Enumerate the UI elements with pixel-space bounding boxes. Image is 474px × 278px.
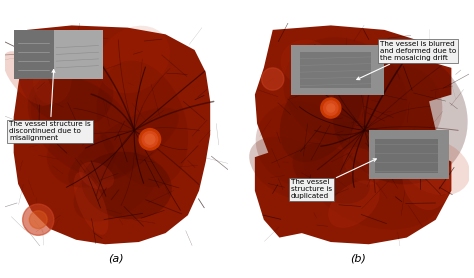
Bar [291, 46, 384, 95]
Ellipse shape [28, 75, 140, 180]
Ellipse shape [402, 147, 450, 210]
Ellipse shape [68, 107, 179, 188]
Ellipse shape [97, 61, 188, 187]
Ellipse shape [255, 101, 348, 187]
Ellipse shape [3, 51, 53, 106]
Circle shape [23, 204, 54, 235]
Ellipse shape [281, 39, 333, 86]
Ellipse shape [280, 62, 364, 162]
Ellipse shape [82, 152, 172, 219]
Ellipse shape [73, 152, 158, 221]
Ellipse shape [328, 180, 380, 228]
Ellipse shape [33, 58, 72, 104]
Ellipse shape [303, 121, 446, 229]
Bar [14, 30, 54, 79]
Ellipse shape [18, 37, 113, 127]
Text: (a): (a) [109, 253, 124, 263]
Ellipse shape [31, 78, 122, 158]
Bar [375, 139, 438, 173]
Circle shape [142, 131, 158, 147]
Ellipse shape [332, 49, 468, 184]
Bar [300, 52, 371, 88]
Text: (b): (b) [350, 253, 365, 263]
Circle shape [321, 98, 341, 118]
Ellipse shape [292, 144, 370, 204]
Text: The vessel
structure is
duplicated: The vessel structure is duplicated [291, 159, 376, 200]
Ellipse shape [249, 137, 334, 201]
Bar [369, 130, 449, 180]
Circle shape [139, 129, 161, 150]
Ellipse shape [401, 139, 470, 195]
Ellipse shape [79, 162, 114, 190]
Text: The vessel structure is
discontinued due to
misalignment: The vessel structure is discontinued due… [9, 70, 91, 142]
Ellipse shape [343, 147, 382, 185]
Text: The vessel is blurred
and deformed due to
the mosaicing drift: The vessel is blurred and deformed due t… [357, 41, 456, 80]
Ellipse shape [357, 66, 442, 153]
Bar [54, 30, 103, 79]
Circle shape [29, 211, 47, 229]
Ellipse shape [283, 37, 407, 150]
Ellipse shape [74, 172, 109, 235]
Ellipse shape [98, 26, 170, 93]
Circle shape [262, 68, 284, 90]
Circle shape [324, 101, 338, 115]
Ellipse shape [47, 126, 115, 187]
Bar [374, 130, 391, 145]
Circle shape [145, 134, 155, 144]
Circle shape [327, 104, 335, 112]
